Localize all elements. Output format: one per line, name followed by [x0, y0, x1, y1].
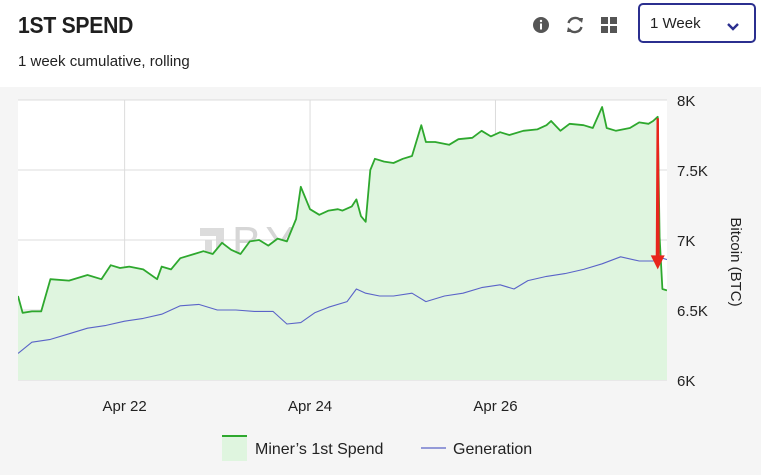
grid-icon[interactable]	[598, 14, 620, 36]
period-select-value: 1 Week	[650, 14, 701, 32]
x-tick-label: Apr 26	[473, 398, 517, 415]
legend-label-generation: Generation	[453, 441, 532, 458]
drop-arrow-annotation	[650, 118, 665, 270]
y-tick-label: 8K	[677, 93, 695, 110]
y-tick-label: 7K	[677, 233, 695, 250]
y-axis-label: Bitcoin (BTC)	[727, 217, 744, 306]
series-area-miners-1st-spend	[18, 107, 667, 380]
x-tick-label: Apr 24	[288, 398, 332, 415]
series-line-generation	[18, 256, 667, 354]
period-select[interactable]: 1 Week	[638, 3, 756, 43]
chart-toolbar	[530, 8, 620, 42]
chevron-down-icon	[726, 19, 740, 36]
legend-label-miners-1st-spend: Miner’s 1st Spend	[255, 441, 383, 458]
series-line-miners-1st-spend	[18, 106, 667, 314]
refresh-icon[interactable]	[564, 14, 586, 36]
y-tick-label: 6K	[677, 373, 695, 390]
y-tick-label: 6.5K	[677, 303, 708, 320]
chart-title: 1ST SPEND	[18, 12, 134, 38]
y-tick-label: 7.5K	[677, 163, 708, 180]
x-tick-label: Apr 22	[103, 398, 147, 415]
chart-subtitle: 1 week cumulative, rolling	[18, 53, 190, 70]
info-icon[interactable]	[530, 14, 552, 36]
legend-swatch-miners-1st-spend	[222, 435, 247, 461]
